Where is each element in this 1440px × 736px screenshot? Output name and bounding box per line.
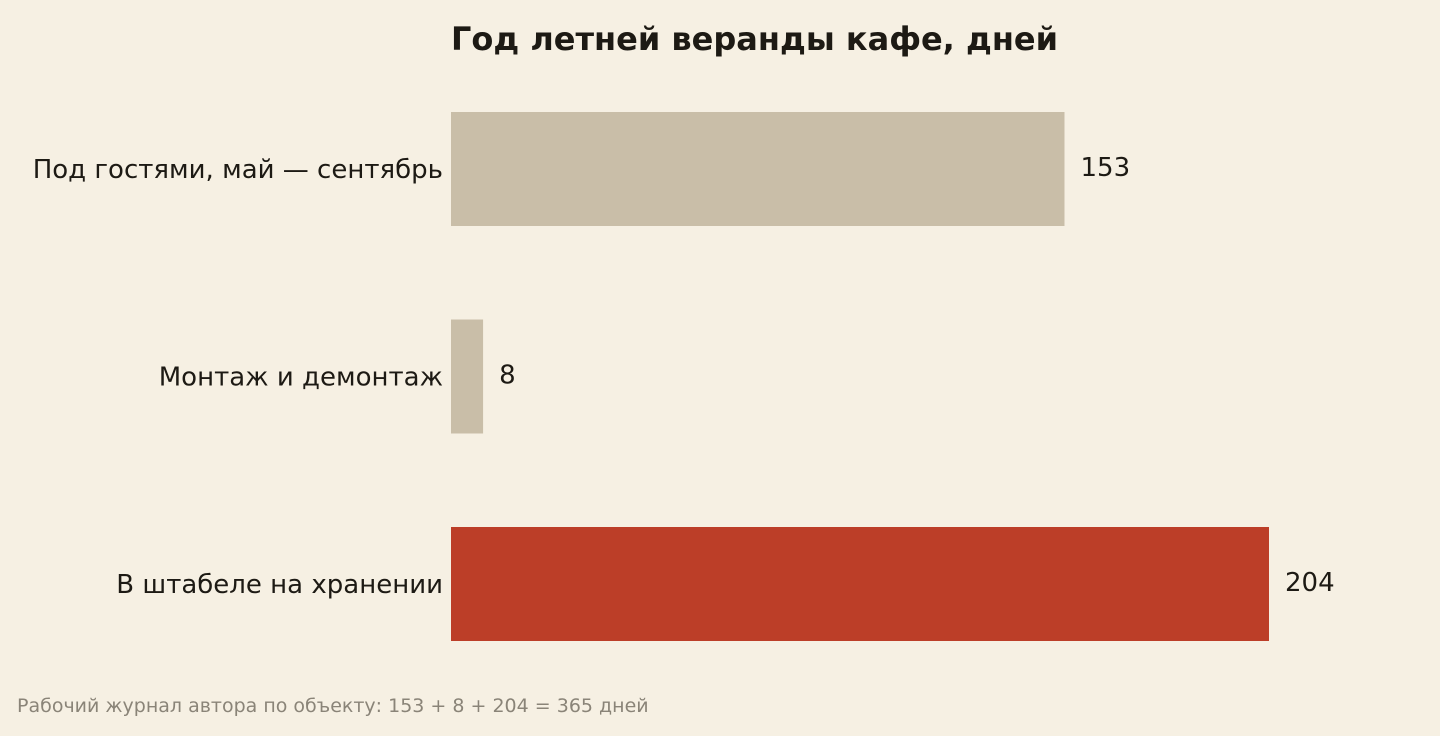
category-label-2: Монтаж и демонтаж — [159, 363, 443, 393]
bar-3 — [451, 527, 1269, 641]
bar-2 — [451, 319, 484, 434]
footnote: Рабочий журнал автора по объекту: 153 + … — [17, 695, 649, 717]
category-label-1: Под гостями, май — сентябрь — [33, 155, 443, 185]
value-label-2: 8 — [499, 361, 516, 391]
category-label-3: В штабеле на хранении — [116, 570, 443, 600]
bars-layer: Под гостями, май — сентябрь 153 Монтаж и д… — [33, 112, 1335, 641]
chart-title: Год летней веранды кафе, дней — [451, 20, 1058, 58]
value-label-1: 153 — [1081, 153, 1131, 183]
bar-1 — [451, 112, 1065, 226]
value-label-3: 204 — [1285, 568, 1335, 598]
